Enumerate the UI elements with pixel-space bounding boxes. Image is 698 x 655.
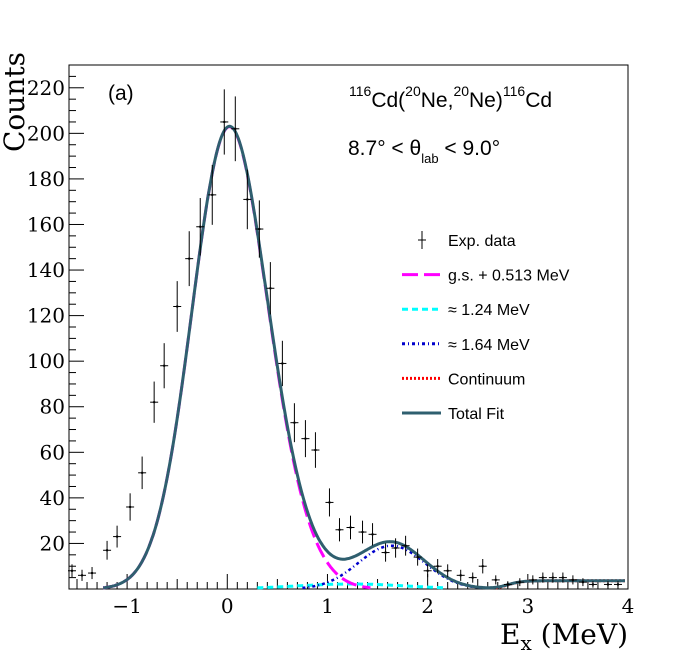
data-point [613,581,622,588]
data-point [503,581,512,588]
legend-label: ≈ 1.24 MeV [448,302,530,319]
data-point [423,564,432,578]
curve-gs [102,125,371,590]
y-tick-label: 180 [27,167,65,191]
data-point [368,523,377,546]
data-point [491,575,500,585]
y-axis-title: Counts [0,52,31,152]
y-axis: 20 40 60 80 100 120 140 160 180 200 220 [27,76,84,579]
y-tick-label: 160 [27,212,65,236]
data-point [558,572,567,583]
x-axis-title: Ex (MeV) [500,618,628,655]
data-point [335,518,344,542]
data-point [413,548,422,566]
data-point [515,578,524,587]
data-point [548,572,557,583]
x-tick-label: 4 [622,594,635,618]
x-tick-label: −1 [112,594,141,618]
data-point [443,564,452,578]
data-point [588,581,597,588]
y-tick-label: 140 [27,258,65,282]
legend-entry-s124: ≈ 1.24 MeV [402,302,530,319]
data-point [278,340,287,387]
data-point [196,198,205,256]
legend: Exp. data g.s. + 0.513 MeV ≈ 1.24 MeV ≈ 1.6… [402,231,570,423]
data-point [358,520,367,544]
data-point [138,456,147,490]
exp-data-points [68,89,622,588]
x-tick-label: 0 [221,594,234,618]
legend-entry-total: Total Fit [402,406,505,423]
y-tick-label: 120 [27,304,65,328]
curve-total-fit [102,124,625,590]
data-point [150,381,159,423]
legend-label: ≈ 1.64 MeV [448,337,530,354]
y-tick-label: 220 [27,76,65,100]
y-tick-label: 60 [40,440,65,464]
data-point [478,559,487,574]
data-point [311,432,320,468]
legend-label: Exp. data [448,233,516,250]
x-tick-label: 1 [321,594,334,618]
data-point [301,420,310,458]
data-point [528,575,537,585]
reaction-title: 116Cd(20Ne,20Ne)116Cd [349,83,552,112]
data-point [78,569,87,581]
data-point [185,231,194,287]
data-point [231,96,240,162]
data-point [68,564,77,578]
data-point [220,89,229,155]
data-point [243,169,252,230]
data-point [568,575,577,585]
x-tick-label: 3 [521,594,534,618]
data-point [103,540,112,560]
y-tick-label: 200 [27,121,65,145]
data-point [391,538,400,558]
data-point [290,403,299,443]
data-point [173,281,182,332]
legend-label: g.s. + 0.513 MeV [448,268,570,285]
data-point [578,578,587,587]
angle-range: 8.7° < θlab < 9.0° [348,137,500,166]
data-point [603,581,612,588]
legend-entry-s164: ≈ 1.64 MeV [402,337,530,354]
data-point [433,559,442,574]
data-point [266,262,275,315]
data-point [325,488,334,517]
y-tick-label: 100 [27,349,65,373]
y-tick-label: 80 [40,395,65,419]
data-point [126,493,135,521]
data-point [160,343,169,389]
x-tick-label: 2 [421,594,434,618]
data-point [208,164,217,225]
data-point [381,543,390,562]
data-point [401,535,410,556]
data-point [88,567,97,580]
fit-curves [102,124,625,590]
panel-label: (a) [108,82,134,105]
data-point [468,572,477,583]
y-tick-label: 40 [40,486,65,510]
legend-label: Continuum [448,371,525,388]
data-point [346,515,355,540]
legend-entry-data: Exp. data [418,231,516,250]
y-tick-label: 20 [40,531,65,555]
legend-label: Total Fit [448,406,505,423]
data-point [456,569,465,581]
x-axis: −1 0 1 2 3 4 [76,574,635,618]
legend-entry-gs: g.s. + 0.513 MeV [402,268,570,285]
data-point [113,525,122,548]
data-point [255,200,264,258]
data-point [538,572,547,583]
legend-entry-continuum: Continuum [402,371,525,388]
